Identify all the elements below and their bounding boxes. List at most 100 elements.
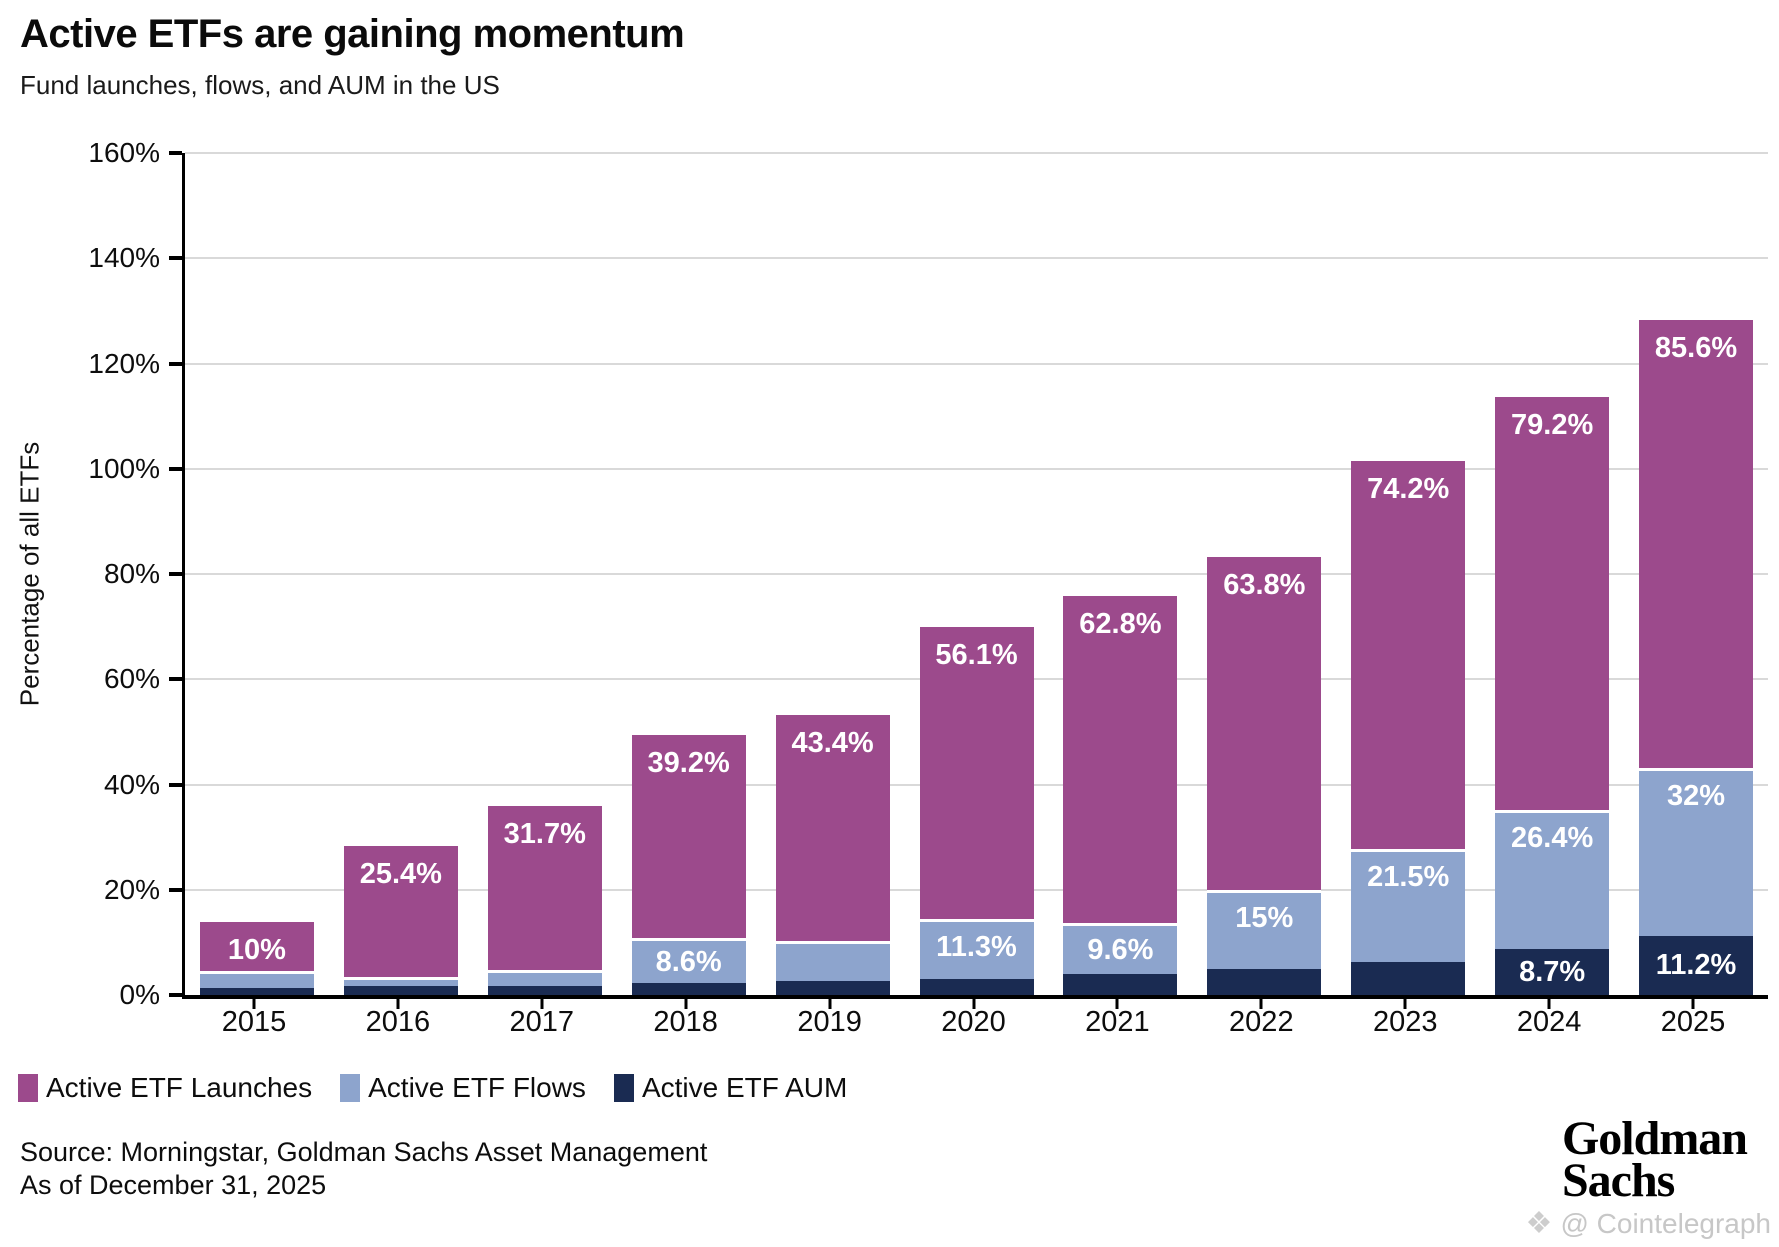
y-tick-mark (169, 466, 182, 471)
bar-value-label: 43.4% (791, 727, 874, 760)
bar-value-label: 85.6% (1654, 332, 1738, 365)
bar-value-label: 74.2% (1367, 473, 1450, 506)
bar-segment-active-etf-launches: 39.2% (631, 731, 746, 939)
legend-item-active-etf-launches: Active ETF Launches (18, 1072, 312, 1104)
bar-value-label: 21.5% (1367, 860, 1450, 893)
brand-line-2: Sachs (1561, 1154, 1675, 1208)
y-tick-mark (169, 677, 182, 682)
x-axis-label: 2025 (1660, 1006, 1726, 1038)
source-block: Source: Morningstar, Goldman Sachs Asset… (20, 1136, 707, 1203)
cointelegraph-logo-icon: ❖ (1525, 1207, 1553, 1240)
cointelegraph-watermark: ❖ @ Cointelegraph (1526, 1206, 1771, 1241)
x-axis-label: 2020 (941, 1006, 1006, 1038)
legend-label: Active ETF Launches (46, 1072, 313, 1103)
y-tick-mark (169, 151, 182, 155)
x-tick-mark (396, 999, 400, 1009)
x-axis-label: 2024 (1516, 1006, 1582, 1038)
bar-value-label: 62.8% (1079, 607, 1162, 640)
bar-segment-active-etf-launches: 25.4% (343, 843, 458, 978)
bar-segment-active-etf-flows (199, 971, 314, 988)
bar-segment-active-etf-aum (919, 978, 1034, 995)
bar-segment-active-etf-aum (1207, 968, 1322, 995)
bar-group-2018: 8.6% 39.2% (631, 153, 746, 995)
bar-value-label: 8.6% (655, 945, 722, 978)
page-subtitle: Fund launches, flows, and AUM in the US (20, 70, 500, 100)
bar-segment-active-etf-launches: 63.8% (1207, 554, 1322, 890)
x-axis-label: 2016 (365, 1006, 431, 1038)
legend-swatch-active-etf-aum (613, 1074, 634, 1102)
bar-value-label: 39.2% (647, 746, 730, 779)
cointelegraph-watermark-text: @ Cointelegraph (1560, 1207, 1771, 1239)
legend-item-active-etf-aum: Active ETF AUM (613, 1072, 848, 1104)
y-tick-mark (169, 993, 182, 997)
legend-swatch-active-etf-launches (18, 1074, 38, 1102)
y-tick-label: 100% (88, 452, 160, 484)
bar-segment-active-etf-aum (631, 983, 746, 995)
bar-value-label: 79.2% (1511, 408, 1594, 441)
plot-area: 10% 25.4% 31.7% 8.6% 39.2% 43.4% 11.3% 56.1% 9.6… (182, 152, 1768, 999)
x-axis-label: 2019 (797, 1006, 862, 1038)
gridline (185, 257, 1768, 260)
bar-value-label: 8.7% (1519, 955, 1586, 988)
y-tick-label: 0% (119, 979, 160, 1010)
bar-segment-active-etf-flows: 21.5% (1351, 848, 1466, 962)
legend-label: Active ETF AUM (641, 1072, 848, 1103)
y-tick-mark (169, 572, 182, 576)
legend-item-active-etf-flows: Active ETF Flows (340, 1072, 586, 1104)
bar-segment-active-etf-flows: 32% (1639, 767, 1754, 937)
as-of-text: As of December 31, 2025 (20, 1170, 327, 1201)
bar-value-label: 15% (1235, 901, 1294, 934)
x-axis-label: 2021 (1085, 1006, 1150, 1038)
x-tick-mark (1547, 999, 1551, 1009)
x-axis-label: 2018 (653, 1006, 718, 1038)
y-tick-label: 160% (88, 137, 160, 168)
gridline (185, 573, 1768, 575)
x-tick-mark (1691, 999, 1695, 1009)
bar-segment-active-etf-flows (775, 940, 890, 982)
bar-group-2025: 11.2% 32% 85.6% (1639, 153, 1754, 995)
source-text: Source: Morningstar, Goldman Sachs Asset… (20, 1137, 708, 1167)
bar-segment-active-etf-flows: 9.6% (1063, 923, 1178, 974)
bar-segment-active-etf-aum (1063, 973, 1178, 995)
y-tick-mark (169, 361, 182, 366)
gridline (185, 152, 1768, 154)
bar-value-label: 25.4% (359, 858, 442, 891)
bar-group-2016: 25.4% (343, 153, 458, 995)
bar-value-label: 26.4% (1511, 822, 1594, 855)
y-tick-label: 120% (88, 347, 160, 379)
y-axis-title: Percentage of all ETFs (14, 441, 45, 707)
x-tick-mark (252, 999, 256, 1009)
x-tick-mark (540, 999, 544, 1009)
bar-segment-active-etf-flows (487, 970, 602, 986)
bar-value-label: 10% (227, 933, 286, 966)
bar-segment-active-etf-launches: 43.4% (775, 712, 890, 941)
bar-value-label: 56.1% (935, 639, 1018, 672)
bar-group-2023: 21.5% 74.2% (1351, 153, 1466, 995)
y-tick-mark (169, 256, 182, 261)
bar-segment-active-etf-launches: 79.2% (1495, 393, 1610, 811)
bar-segment-active-etf-launches: 31.7% (487, 803, 602, 971)
brand-line-1: Goldman (1561, 1112, 1748, 1165)
bar-value-label: 9.6% (1087, 933, 1154, 966)
x-axis-label: 2022 (1229, 1006, 1294, 1038)
bar-group-2021: 9.6% 62.8% (1063, 153, 1178, 995)
x-tick-mark (1259, 999, 1263, 1009)
bar-segment-active-etf-aum: 11.2% (1639, 936, 1754, 995)
bar-segment-active-etf-flows: 11.3% (919, 919, 1034, 979)
gridline (185, 362, 1768, 365)
bar-segment-active-etf-flows: 15% (1207, 889, 1322, 969)
bar-segment-active-etf-aum (199, 987, 314, 995)
bar-segment-active-etf-flows: 26.4% (1495, 810, 1610, 950)
bar-value-label: 32% (1667, 779, 1726, 812)
x-tick-mark (1115, 999, 1119, 1009)
bar-segment-active-etf-launches: 56.1% (919, 624, 1034, 920)
bar-group-2015: 10% (199, 153, 314, 995)
bar-group-2017: 31.7% (487, 153, 602, 995)
bar-segment-active-etf-aum (775, 981, 890, 995)
y-tick-label: 40% (103, 768, 160, 800)
y-tick-label: 80% (103, 558, 160, 589)
legend-swatch-active-etf-flows (340, 1074, 361, 1102)
x-tick-mark (972, 999, 975, 1009)
bar-segment-active-etf-aum (487, 985, 602, 995)
